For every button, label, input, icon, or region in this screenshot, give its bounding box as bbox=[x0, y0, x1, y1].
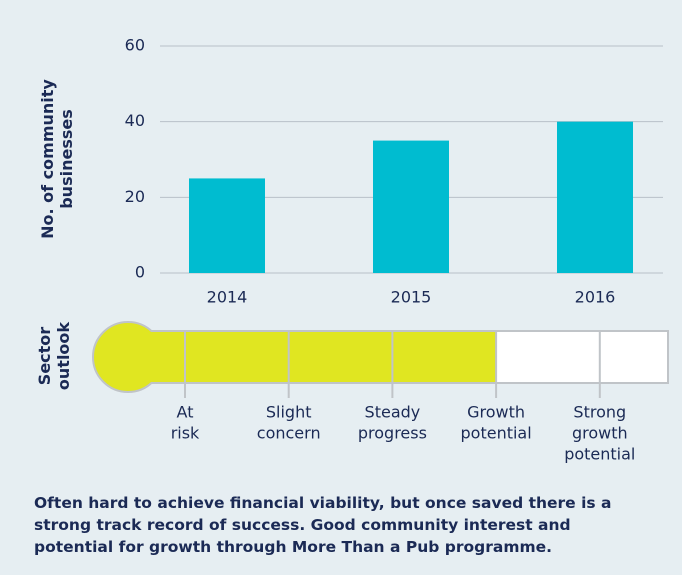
bar bbox=[557, 121, 633, 274]
gauge-level-label: potential bbox=[461, 424, 532, 443]
gauge-level-label: At bbox=[177, 403, 194, 422]
gauge-level-label: progress bbox=[358, 424, 427, 443]
x-tick-label: 2015 bbox=[391, 288, 432, 307]
gauge-level-label: potential bbox=[564, 445, 635, 464]
gauge-level-label: risk bbox=[171, 424, 200, 443]
gauge-fill bbox=[128, 332, 497, 382]
gauge-bulb-join bbox=[128, 332, 168, 382]
y-tick-label: 40 bbox=[125, 111, 145, 130]
x-tick-label: 2016 bbox=[575, 288, 616, 307]
gauge-level-label: Steady bbox=[365, 403, 421, 422]
gauge-level-label: Strong bbox=[573, 403, 626, 422]
x-tick-label: 2014 bbox=[207, 288, 248, 307]
y-axis-title: No. of community businesses bbox=[38, 79, 76, 239]
bar bbox=[373, 140, 449, 273]
note: Often hard to achieve financial viabilit… bbox=[34, 494, 612, 556]
bar bbox=[189, 178, 265, 273]
gauge-level-label: Growth bbox=[467, 403, 525, 422]
y-tick-label: 60 bbox=[125, 36, 145, 55]
gauge-level-label: concern bbox=[257, 424, 321, 443]
outlook-label: Sector outlook bbox=[35, 321, 73, 391]
gauge-level-label: Slight bbox=[266, 403, 312, 422]
y-tick-label: 0 bbox=[135, 263, 145, 282]
y-tick-label: 20 bbox=[125, 187, 145, 206]
gauge-level-label: growth bbox=[572, 424, 628, 443]
